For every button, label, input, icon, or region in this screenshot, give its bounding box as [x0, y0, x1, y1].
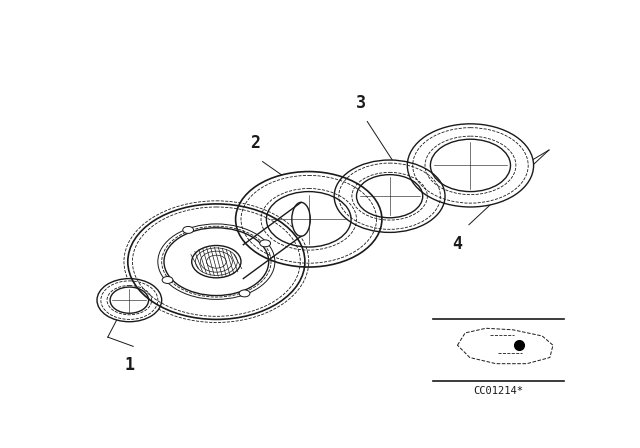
Text: 3: 3: [356, 94, 366, 112]
Polygon shape: [243, 202, 301, 279]
Text: 4: 4: [452, 235, 462, 253]
Ellipse shape: [125, 202, 307, 322]
Text: CC01214*: CC01214*: [474, 386, 524, 396]
Ellipse shape: [97, 279, 162, 322]
Text: 2: 2: [250, 134, 260, 152]
Ellipse shape: [239, 290, 250, 297]
Ellipse shape: [192, 246, 241, 278]
Text: 1: 1: [124, 356, 134, 375]
Ellipse shape: [407, 124, 534, 207]
Ellipse shape: [236, 172, 382, 267]
Ellipse shape: [292, 202, 310, 236]
Ellipse shape: [162, 276, 173, 284]
Ellipse shape: [334, 160, 445, 233]
Ellipse shape: [260, 240, 271, 247]
Ellipse shape: [183, 226, 193, 233]
